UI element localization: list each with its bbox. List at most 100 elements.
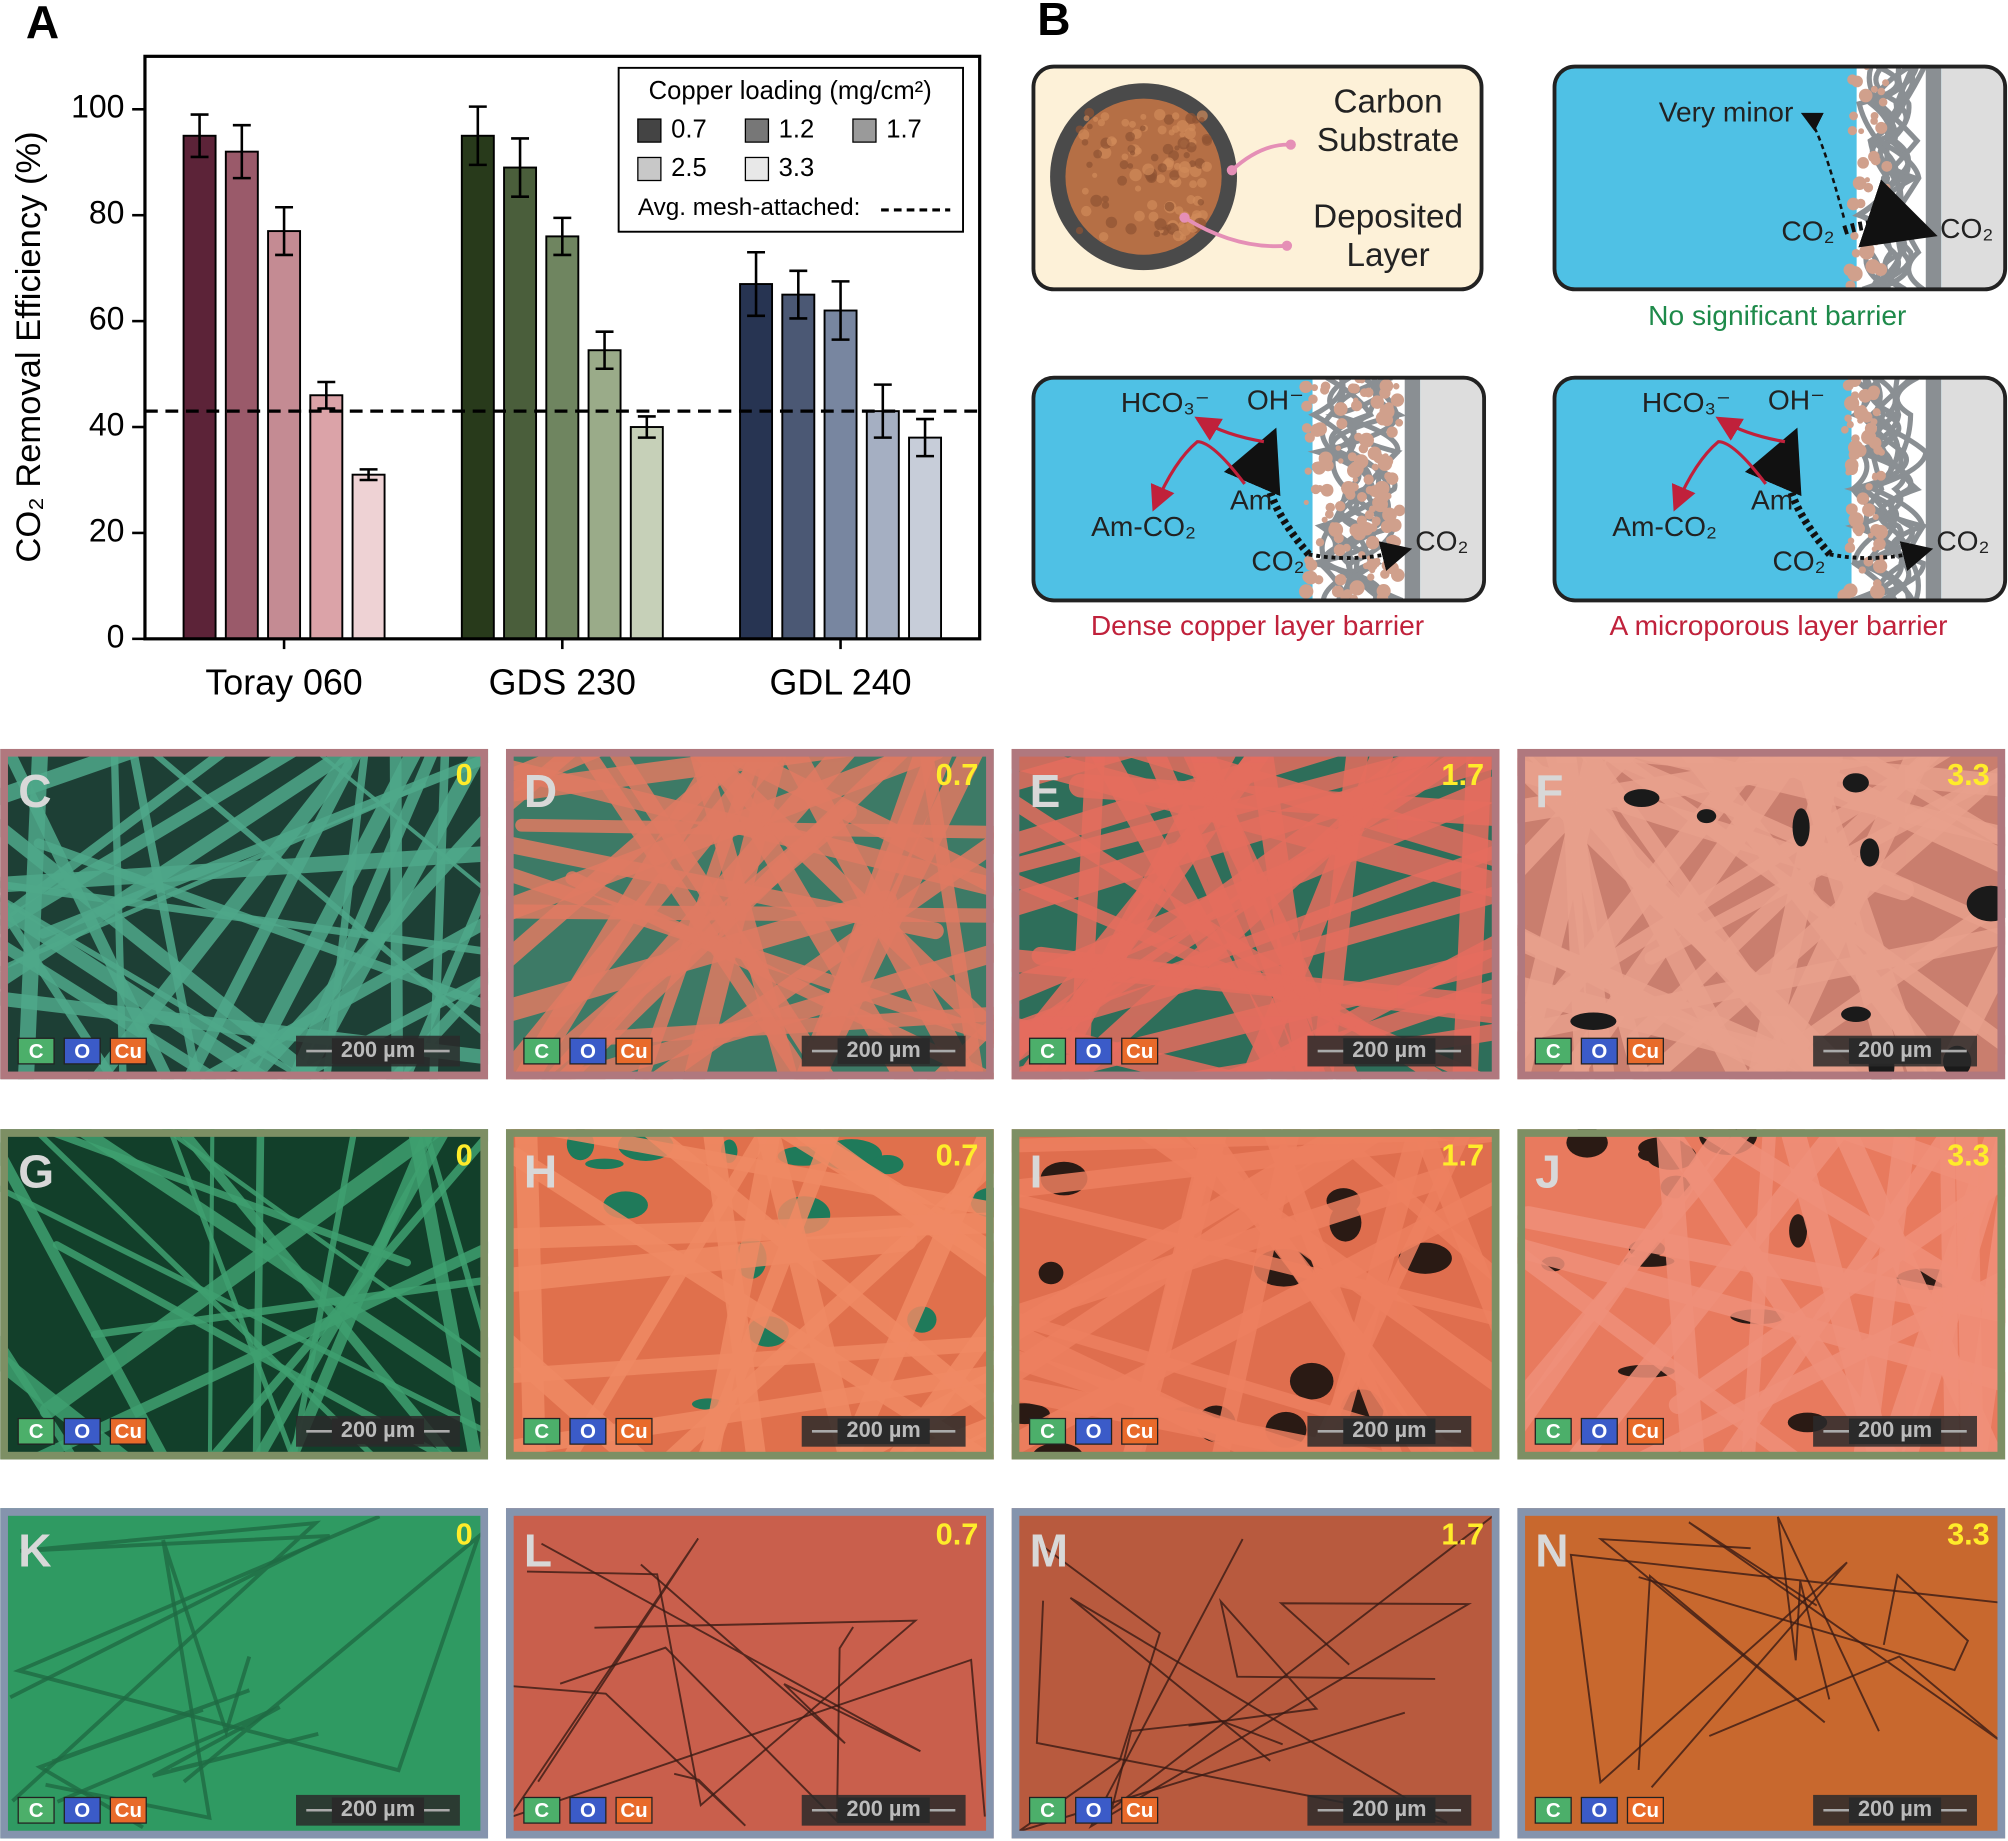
fiber: [1319, 377, 1400, 601]
texture: [1176, 119, 1189, 133]
texture: [1117, 175, 1128, 186]
particle: [1371, 516, 1381, 526]
texture: [1201, 161, 1212, 172]
element-key: [1534, 1037, 1572, 1065]
legend-label: 1.2: [779, 115, 815, 143]
particle: [1362, 562, 1370, 570]
element-label: O: [1086, 1799, 1102, 1822]
texture: [1083, 115, 1090, 122]
fiber: [293, 748, 489, 1080]
particle: [1875, 470, 1886, 481]
y-axis-label: CO₂ Removal Efficiency (%): [10, 131, 48, 562]
fiber: [322, 748, 369, 1080]
scale-bar-label: 200 µm: [847, 1796, 921, 1821]
legend-label: 3.3: [779, 154, 815, 182]
pointer-dot: [1281, 240, 1293, 251]
diagram-label: CO₂: [1772, 546, 1825, 577]
plot-frame: [143, 54, 982, 641]
diagram-label: No significant barrier: [1648, 300, 1906, 331]
particle: [1353, 454, 1369, 469]
panel-label: B: [1037, 0, 1070, 45]
fiber: [1011, 884, 1500, 1042]
legend-label: Avg. mesh-attached:: [638, 194, 861, 221]
texture: [1092, 172, 1098, 178]
fiber: [1852, 66, 1927, 290]
micrograph: [1011, 1129, 1500, 1460]
scale-bar-label: 200 µm: [341, 1796, 415, 1821]
element-label: Cu: [115, 1040, 142, 1063]
image-bg: [1517, 1508, 2006, 1839]
element-label: O: [1086, 1040, 1102, 1063]
scale-bar-label: 200 µm: [847, 1037, 921, 1062]
texture: [1127, 163, 1134, 169]
fiber: [0, 1335, 80, 1460]
texture: [1075, 226, 1084, 235]
frame: [1517, 1508, 2006, 1839]
pore: [1696, 809, 1717, 824]
fiber: [604, 748, 838, 1080]
element-key: [17, 1796, 55, 1824]
element-label: C: [1546, 1420, 1561, 1443]
texture: [1162, 143, 1174, 155]
texture: [1168, 129, 1175, 136]
texture: [1078, 129, 1090, 141]
legend-swatch: [637, 156, 662, 182]
fiber: [0, 898, 119, 1080]
element-label: O: [1591, 1420, 1607, 1443]
particle: [1873, 240, 1879, 246]
particle: [1358, 443, 1369, 454]
element-key: [63, 1417, 101, 1445]
fiber: [1575, 748, 1831, 1080]
fiber: [389, 748, 404, 1080]
fiber: [181, 748, 366, 1080]
texture: [1121, 118, 1130, 127]
element-label: Cu: [1632, 1799, 1659, 1822]
fiber: [1517, 1237, 2006, 1393]
fiber: [755, 1129, 863, 1460]
texture: [1150, 153, 1159, 162]
scale-bar-text-bg: [1343, 1038, 1436, 1064]
particle: [1858, 566, 1866, 574]
texture: [1125, 223, 1137, 235]
arrow: [1744, 427, 1833, 557]
texture: [1172, 230, 1184, 242]
particle: [1390, 393, 1405, 407]
micrograph: [505, 1508, 994, 1839]
panel-label: K: [18, 1524, 51, 1576]
error-bar: [747, 250, 766, 318]
frame: [0, 1508, 489, 1839]
particle: [1847, 537, 1855, 545]
diagram-label: Deposited: [1313, 199, 1463, 236]
fiber: [1013, 748, 1276, 1080]
particle: [1883, 183, 1891, 191]
particle: [1875, 542, 1882, 549]
particle: [1872, 408, 1881, 417]
pore: [1860, 838, 1880, 867]
support: [1925, 377, 1942, 601]
error-bar: [468, 105, 487, 167]
texture: [1106, 136, 1117, 147]
texture: [1134, 210, 1145, 222]
texture: [1186, 195, 1196, 204]
fiber: [1517, 748, 1963, 1026]
particle: [1382, 455, 1394, 467]
crack: [9, 1520, 331, 1803]
loading-label: 0.7: [936, 757, 979, 792]
scale-bar-text-bg: [1343, 1418, 1436, 1445]
particle: [1853, 405, 1869, 420]
arrow: [1829, 541, 1934, 571]
x-tick-label: GDL 240: [770, 662, 912, 702]
texture: [1097, 119, 1105, 127]
scale-bar-label: 200 µm: [341, 1037, 415, 1062]
particle: [1359, 516, 1365, 522]
element-label: C: [29, 1040, 44, 1063]
texture: [1134, 185, 1142, 192]
particle: [1873, 524, 1888, 540]
error-bar: [916, 417, 935, 458]
element-key: [109, 1417, 147, 1445]
fiber: [1011, 748, 1488, 875]
legend-swatch: [744, 156, 770, 182]
image-bg: [1011, 1508, 1500, 1839]
particle: [1881, 160, 1893, 172]
element-label: Cu: [620, 1040, 647, 1063]
